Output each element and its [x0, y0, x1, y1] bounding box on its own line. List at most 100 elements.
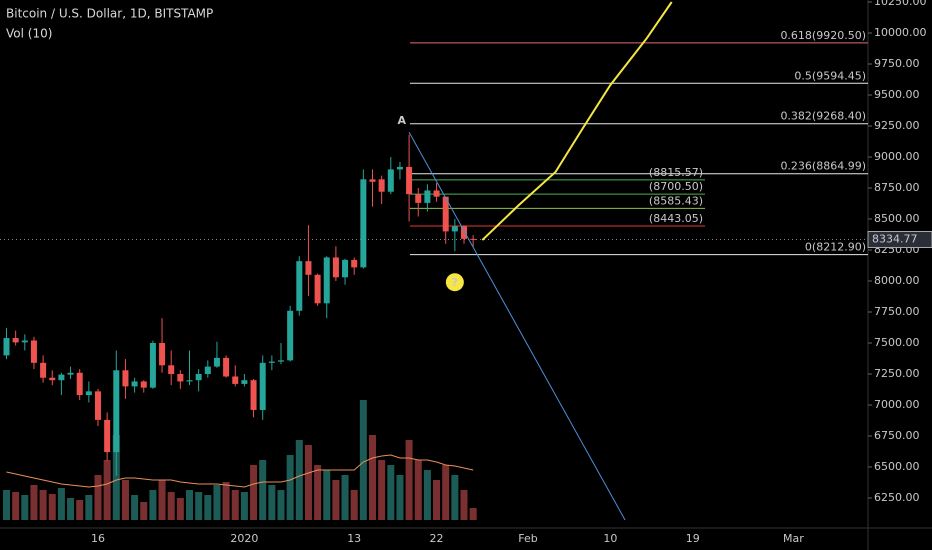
candle-body	[3, 338, 10, 356]
volume-bar	[323, 470, 331, 520]
trend-line	[408, 131, 626, 521]
last-price-label: 8334.77	[872, 232, 918, 245]
volume-bar	[350, 490, 358, 520]
fib-label: 0.618(9920.50)	[780, 29, 866, 42]
candle-body	[342, 259, 349, 278]
y-tick-label: 7250.00	[874, 367, 920, 380]
fib-label: (8585.43)	[649, 194, 703, 207]
fib-label: (8700.50)	[649, 180, 703, 193]
candle-body	[40, 362, 47, 378]
volume-bar	[314, 465, 322, 520]
y-tick-label: 7750.00	[874, 305, 920, 318]
candle-body	[49, 377, 56, 381]
candle-body	[213, 357, 220, 367]
volume-bar	[423, 470, 431, 520]
candle-body	[95, 391, 101, 420]
volume-bar	[259, 460, 267, 520]
volume-ma-line	[6, 454, 474, 488]
y-tick-label: 9250.00	[874, 119, 920, 132]
volume-bar	[359, 400, 367, 520]
candle-body	[323, 257, 330, 304]
candle-body	[21, 340, 28, 343]
x-tick-label: 19	[686, 532, 700, 545]
candle-body	[104, 419, 111, 453]
candle-body	[268, 361, 275, 363]
y-tick-label: 9000.00	[874, 150, 920, 163]
candle-body	[250, 380, 257, 410]
volume-bar	[94, 475, 102, 520]
candle-body	[85, 391, 92, 396]
candle-body	[461, 226, 467, 239]
volume-bar	[387, 465, 395, 520]
candle-body	[241, 380, 248, 384]
volume-bar	[451, 475, 459, 520]
candle-body	[424, 190, 431, 203]
volume-bar	[12, 492, 20, 520]
candle-body	[195, 374, 202, 381]
candle-body	[433, 190, 440, 197]
volume-bar	[186, 490, 193, 520]
y-tick-label: 7000.00	[874, 398, 920, 411]
y-tick-label: 10250.00	[874, 0, 927, 8]
candle-body	[406, 166, 413, 195]
candle-body	[186, 380, 193, 382]
candle-body	[259, 362, 266, 410]
y-tick-label: 7500.00	[874, 336, 920, 349]
volume-bar	[131, 495, 139, 520]
candle-body	[287, 310, 294, 361]
annotation-badge	[445, 273, 464, 292]
candle-body	[76, 372, 83, 396]
volume-bar	[304, 445, 312, 520]
candle-body	[296, 261, 303, 311]
x-tick-label: 22	[430, 532, 444, 545]
volume-bar	[167, 492, 175, 520]
volume-bar	[433, 480, 441, 520]
x-tick-label: Mar	[783, 532, 804, 545]
x-tick-label: 13	[347, 532, 361, 545]
candle-body	[223, 357, 230, 377]
volume-bar	[140, 502, 148, 520]
candle-body	[204, 366, 211, 374]
candle-body	[415, 194, 422, 203]
candle-body	[168, 365, 175, 374]
volume-bar	[103, 460, 111, 520]
candle-body	[58, 374, 65, 381]
volume-bar	[121, 480, 129, 520]
volume-bar	[396, 475, 404, 520]
candle-body	[149, 343, 156, 388]
y-tick-label: 9500.00	[874, 88, 920, 101]
candle-body	[159, 343, 166, 366]
volume-bar	[414, 460, 422, 520]
volume-bar	[39, 490, 47, 520]
candle-body	[351, 259, 358, 268]
candle-body	[12, 338, 19, 343]
volume-bar	[57, 488, 65, 520]
volume-bar	[112, 435, 120, 520]
candle-body	[113, 370, 120, 453]
volume-bar	[30, 485, 38, 520]
volume-bar	[67, 498, 75, 520]
volume-bar	[250, 465, 258, 520]
volume-bar	[231, 490, 239, 520]
volume-bar	[286, 455, 294, 520]
volume-bar	[369, 435, 376, 520]
annotation-label: ?	[452, 276, 458, 289]
candle-body	[369, 179, 376, 182]
volume-bar	[195, 492, 203, 520]
candle-body	[396, 166, 403, 170]
candle-body	[314, 274, 321, 304]
fib-label: 0(8212.90)	[805, 241, 866, 254]
volume-bar	[341, 475, 349, 520]
volume-bar	[158, 480, 166, 520]
chart-subtitle: Vol (10)	[6, 27, 52, 41]
volume-bar	[268, 485, 276, 520]
y-tick-label: 8000.00	[874, 274, 920, 287]
candle-body	[332, 257, 339, 278]
fib-label: 0.5(9594.45)	[794, 69, 866, 82]
volume-bar	[176, 498, 184, 520]
candle-body	[30, 340, 37, 363]
y-tick-label: 8500.00	[874, 212, 920, 225]
y-tick-label: 9750.00	[874, 57, 920, 70]
candle-body	[451, 226, 458, 232]
